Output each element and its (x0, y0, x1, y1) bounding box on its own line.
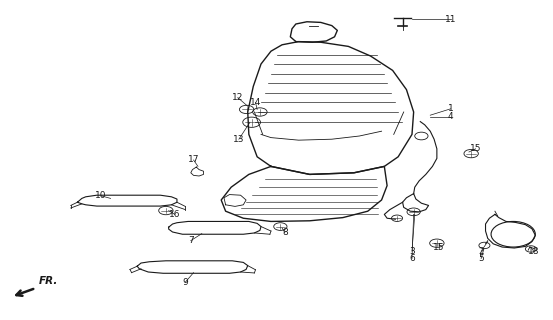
Text: 7: 7 (188, 236, 194, 245)
Text: 6: 6 (409, 254, 415, 263)
Text: 15: 15 (470, 144, 481, 153)
Text: 9: 9 (182, 278, 188, 287)
Text: 10: 10 (96, 191, 107, 200)
Text: 17: 17 (188, 156, 199, 164)
Text: 12: 12 (232, 93, 243, 102)
Text: FR.: FR. (39, 276, 58, 286)
Text: 4: 4 (448, 112, 453, 121)
Text: 14: 14 (250, 98, 261, 107)
Text: 13: 13 (233, 135, 244, 144)
Text: 2: 2 (478, 247, 484, 256)
Text: 8: 8 (282, 228, 288, 237)
Text: 18: 18 (528, 247, 539, 256)
Text: 3: 3 (409, 247, 415, 256)
Text: 5: 5 (478, 254, 484, 263)
Text: 1: 1 (448, 104, 453, 113)
Text: 16: 16 (169, 210, 180, 219)
Text: 11: 11 (445, 15, 456, 24)
Text: 15: 15 (433, 244, 444, 252)
